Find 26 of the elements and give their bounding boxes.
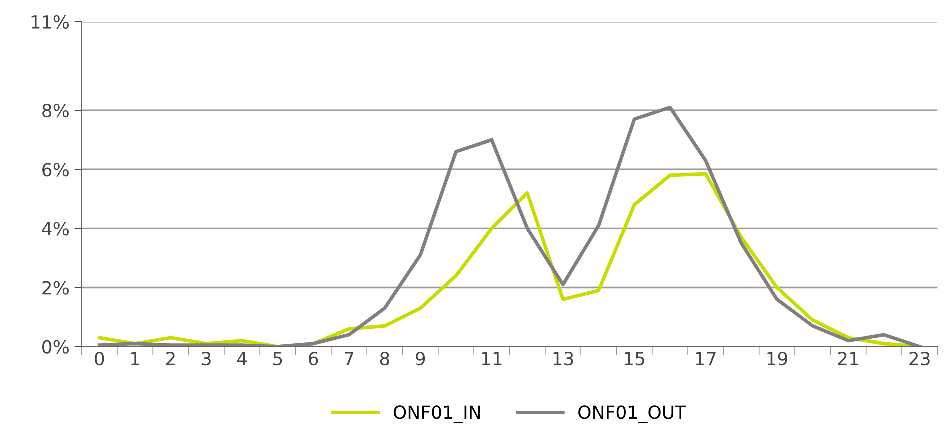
x-tick-label: 1 [132,352,140,366]
x-tick-label: 23 [910,352,930,366]
x-tick-label: 9 [416,352,426,366]
x-tick-label: 5 [274,352,282,366]
x-tick-label: 13 [554,352,574,366]
legend-label: ONF01_OUT [578,406,686,424]
x-tick-label: 6 [309,352,318,366]
x-tick-label: 2 [166,352,175,366]
x-tick-label: 21 [838,352,858,366]
x-tick-label: 15 [625,352,644,366]
y-tick-label: 4% [42,222,69,236]
y-tick-label: 8% [42,104,69,118]
y-tick-label: 6% [42,163,69,177]
y-tick-label: 0% [42,340,69,354]
x-tick-label: 3 [202,352,211,366]
x-tick-label: 11 [482,352,502,366]
y-tick-label: 11% [32,15,69,30]
x-tick-label: 19 [768,352,788,366]
legend-label: ONF01_IN [394,406,480,424]
x-tick-label: 4 [237,352,247,366]
x-tick-label: 7 [344,352,354,366]
y-tick-label: 2% [42,281,69,295]
line-series [98,106,922,347]
x-tick-label: 8 [380,352,390,366]
x-tick-label: 17 [696,352,716,366]
x-tick-label: 0 [95,352,104,366]
